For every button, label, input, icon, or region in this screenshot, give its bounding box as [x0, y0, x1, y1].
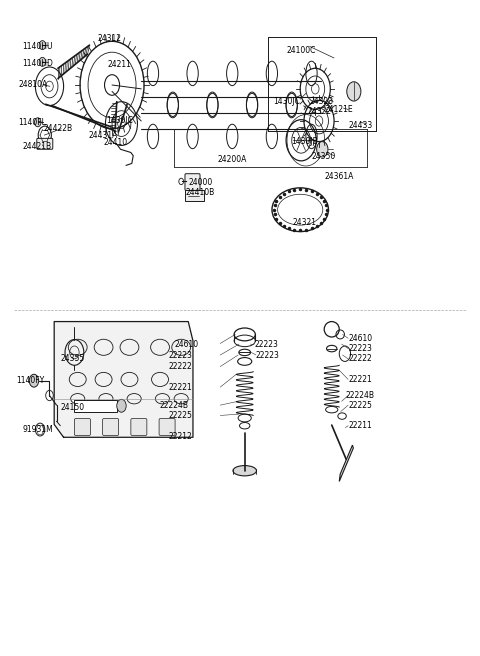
Text: 1140FY: 1140FY [16, 377, 45, 385]
Text: 24431A: 24431A [88, 131, 118, 140]
Text: 24610: 24610 [174, 340, 199, 349]
FancyBboxPatch shape [74, 400, 117, 411]
Text: 24421B: 24421B [23, 142, 52, 151]
Text: 24121E: 24121E [324, 105, 353, 114]
FancyBboxPatch shape [37, 138, 53, 150]
Text: 24200A: 24200A [217, 155, 247, 164]
Circle shape [117, 400, 126, 412]
Text: 22222: 22222 [168, 362, 192, 371]
Text: 22223: 22223 [256, 350, 280, 359]
Text: 22225: 22225 [348, 401, 372, 409]
Text: 1140HD: 1140HD [23, 58, 54, 68]
Text: 22223: 22223 [254, 340, 278, 349]
Text: 22212: 22212 [168, 432, 192, 440]
Text: 24422B: 24422B [43, 124, 72, 133]
Text: 24312: 24312 [98, 34, 122, 43]
Circle shape [35, 118, 41, 127]
Text: 22224B: 22224B [346, 391, 375, 400]
Text: 22221: 22221 [168, 382, 192, 392]
Text: 1430JC: 1430JC [273, 97, 300, 106]
Text: 24323: 24323 [310, 97, 334, 106]
FancyBboxPatch shape [159, 419, 175, 436]
FancyBboxPatch shape [74, 419, 90, 436]
Text: 22222: 22222 [348, 354, 372, 363]
Circle shape [29, 375, 39, 387]
Text: 1430JB: 1430JB [291, 137, 318, 146]
Text: 24000: 24000 [188, 178, 213, 187]
Circle shape [39, 57, 46, 66]
Text: 1140HU: 1140HU [23, 42, 53, 51]
Text: 24410: 24410 [104, 138, 128, 148]
Circle shape [39, 41, 46, 50]
Text: 22225: 22225 [168, 411, 192, 420]
Polygon shape [54, 321, 193, 438]
Text: 24361A: 24361A [324, 173, 354, 182]
Text: 24433: 24433 [348, 121, 372, 130]
Ellipse shape [233, 466, 256, 476]
Text: 24321: 24321 [293, 218, 317, 227]
FancyBboxPatch shape [185, 174, 200, 190]
Text: 1430JC: 1430JC [106, 117, 133, 125]
FancyBboxPatch shape [103, 419, 119, 436]
Text: 22223: 22223 [168, 350, 192, 359]
Text: 24322: 24322 [308, 108, 332, 117]
Text: 24150: 24150 [60, 403, 84, 412]
FancyBboxPatch shape [131, 419, 147, 436]
Text: 22211: 22211 [348, 421, 372, 430]
Text: 22224B: 22224B [159, 401, 188, 409]
Text: 24610: 24610 [348, 334, 372, 343]
Text: 24410B: 24410B [186, 188, 215, 197]
Circle shape [317, 142, 328, 157]
Text: 24100C: 24100C [286, 46, 315, 54]
Text: 22223: 22223 [348, 344, 372, 353]
Text: 1140FL: 1140FL [18, 118, 46, 127]
Text: 24350: 24350 [312, 152, 336, 161]
Text: 24355: 24355 [60, 354, 84, 363]
Text: 22221: 22221 [348, 375, 372, 384]
Text: 24211: 24211 [108, 60, 131, 69]
FancyBboxPatch shape [185, 190, 204, 201]
Text: 91931M: 91931M [23, 425, 53, 434]
Circle shape [347, 82, 361, 101]
Polygon shape [339, 445, 353, 482]
Text: 24810A: 24810A [19, 81, 48, 89]
